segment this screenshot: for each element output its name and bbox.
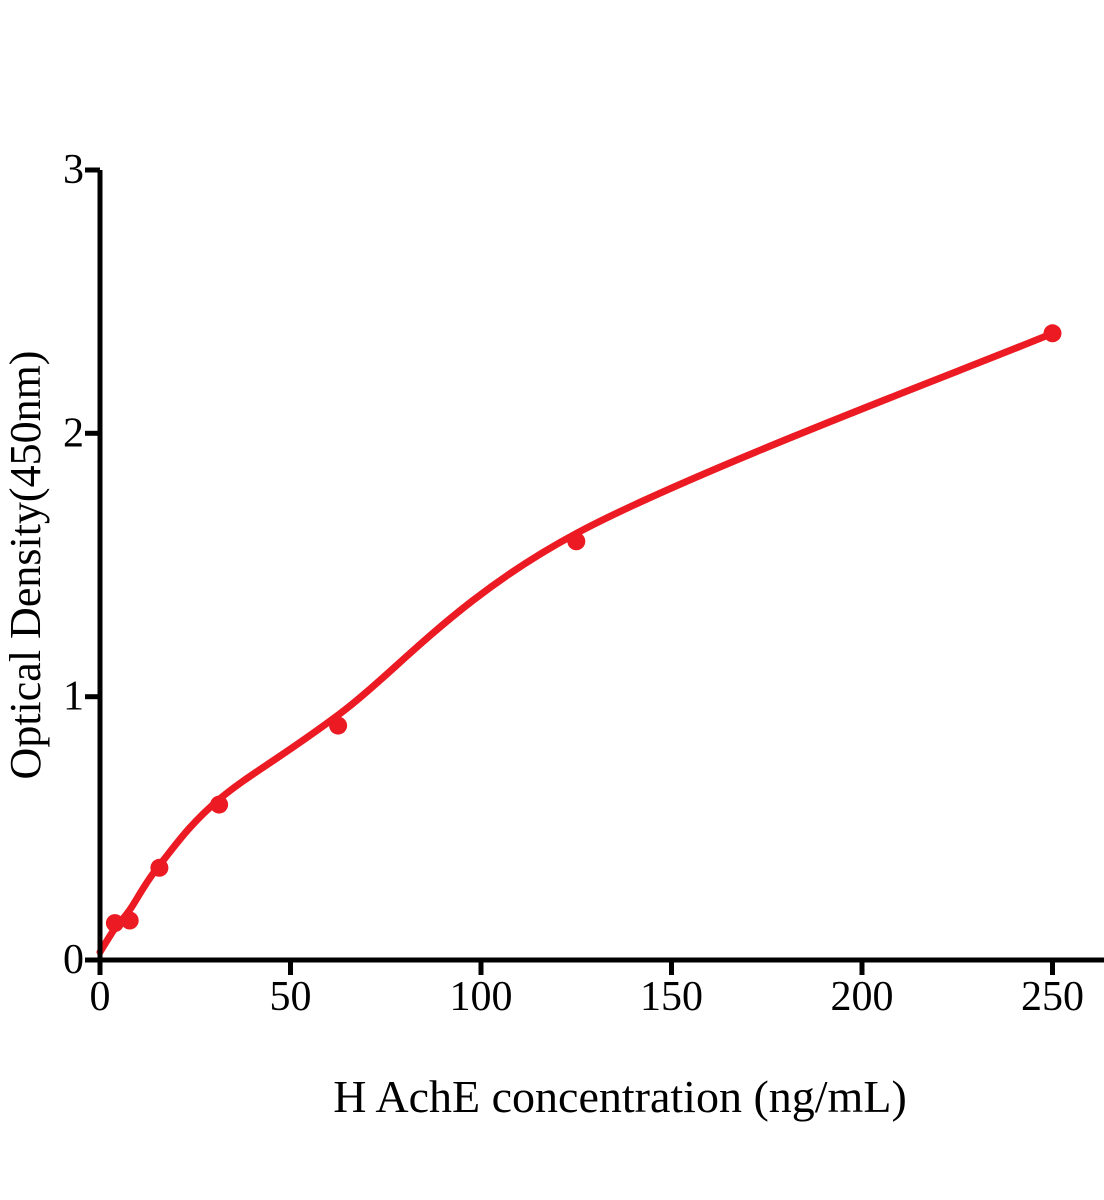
x-tick-label: 250 — [1021, 974, 1084, 1020]
x-axis-title: H AchE concentration (ng/mL) — [333, 1071, 907, 1122]
y-tick-label: 1 — [63, 674, 84, 720]
data-point — [120, 911, 139, 930]
x-tick-label: 100 — [450, 974, 513, 1020]
data-point — [150, 858, 169, 877]
data-point — [329, 716, 348, 735]
data-point — [567, 532, 586, 551]
y-tick-label: 2 — [63, 410, 84, 456]
x-tick-label: 200 — [831, 974, 894, 1020]
data-point — [105, 914, 124, 933]
data-point — [1043, 324, 1062, 343]
x-tick-label: 150 — [640, 974, 703, 1020]
y-tick-label: 3 — [63, 147, 84, 193]
y-tick-label: 0 — [63, 937, 84, 983]
y-axis-title: Optical Density(450nm) — [1, 351, 50, 780]
x-tick-label: 50 — [270, 974, 312, 1020]
x-tick-label: 0 — [90, 974, 111, 1020]
fit-curve — [96, 329, 1056, 956]
data-point — [210, 795, 229, 814]
